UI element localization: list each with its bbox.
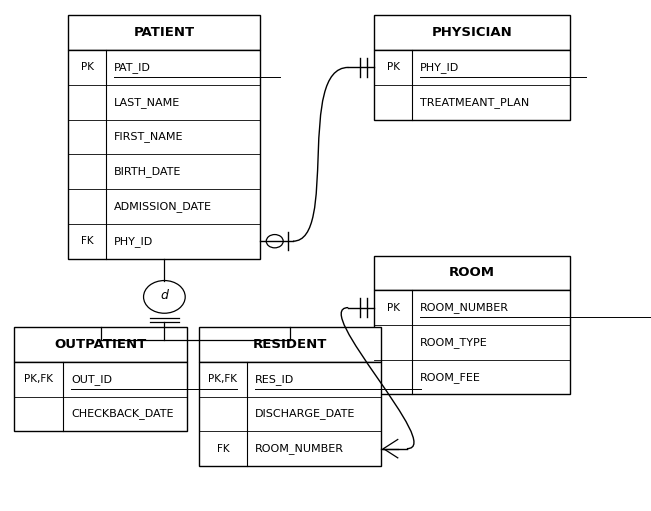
Bar xyxy=(199,362,381,466)
Text: PK,FK: PK,FK xyxy=(24,374,53,384)
Text: BIRTH_DATE: BIRTH_DATE xyxy=(114,166,181,177)
Text: CHECKBACK_DATE: CHECKBACK_DATE xyxy=(71,408,173,420)
Text: ROOM_NUMBER: ROOM_NUMBER xyxy=(420,302,509,313)
Text: DISCHARGE_DATE: DISCHARGE_DATE xyxy=(255,408,355,420)
Text: RESIDENT: RESIDENT xyxy=(253,338,327,351)
Bar xyxy=(374,256,570,290)
Bar xyxy=(199,327,381,362)
Text: PK: PK xyxy=(81,62,94,73)
Text: FIRST_NAME: FIRST_NAME xyxy=(114,131,184,143)
Text: ROOM_FEE: ROOM_FEE xyxy=(420,371,481,383)
Text: OUTPATIENT: OUTPATIENT xyxy=(55,338,146,351)
Text: TREATMEANT_PLAN: TREATMEANT_PLAN xyxy=(420,97,529,108)
Text: ROOM: ROOM xyxy=(449,266,495,280)
Bar xyxy=(68,15,260,50)
Bar xyxy=(374,290,570,394)
Text: LAST_NAME: LAST_NAME xyxy=(114,97,180,108)
Text: PK,FK: PK,FK xyxy=(208,374,238,384)
Text: ROOM_NUMBER: ROOM_NUMBER xyxy=(255,443,344,454)
Bar xyxy=(68,50,260,259)
Text: ROOM_TYPE: ROOM_TYPE xyxy=(420,337,488,348)
Text: PK: PK xyxy=(387,62,400,73)
Text: PHYSICIAN: PHYSICIAN xyxy=(432,26,512,39)
Text: PK: PK xyxy=(387,303,400,313)
Bar xyxy=(14,327,187,362)
Bar xyxy=(14,362,187,431)
Text: PHY_ID: PHY_ID xyxy=(420,62,459,73)
Text: ADMISSION_DATE: ADMISSION_DATE xyxy=(114,201,212,212)
Text: PHY_ID: PHY_ID xyxy=(114,236,153,247)
Bar xyxy=(374,50,570,120)
Text: RES_ID: RES_ID xyxy=(255,374,294,385)
Text: PAT_ID: PAT_ID xyxy=(114,62,151,73)
Text: OUT_ID: OUT_ID xyxy=(71,374,112,385)
Text: FK: FK xyxy=(217,444,229,454)
Text: PATIENT: PATIENT xyxy=(134,26,195,39)
Text: FK: FK xyxy=(81,236,94,246)
Text: d: d xyxy=(160,289,169,303)
Bar xyxy=(374,15,570,50)
